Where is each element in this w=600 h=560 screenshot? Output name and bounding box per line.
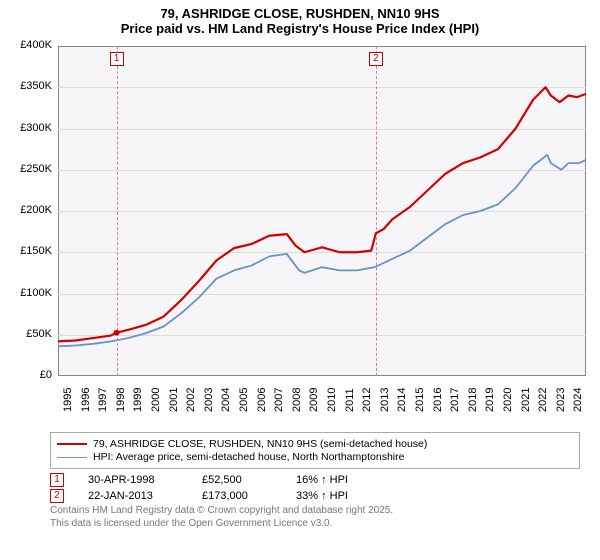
x-tick-label: 2003 (203, 388, 215, 412)
legend: 79, ASHRIDGE CLOSE, RUSHDEN, NN10 9HS (s… (50, 432, 580, 469)
legend-label: HPI: Average price, semi-detached house,… (93, 451, 404, 463)
x-tick-label: 1995 (62, 388, 74, 412)
x-tick-label: 2010 (326, 388, 338, 412)
chart-area: £0£50K£100K£150K£200K£250K£300K£350K£400… (10, 38, 590, 428)
sale-price: £52,500 (202, 474, 272, 486)
x-tick-label: 1997 (97, 388, 109, 412)
sale-marker: 2 (50, 489, 64, 503)
sales-table: 1 30-APR-1998 £52,500 16% ↑ HPI 2 22-JAN… (50, 473, 580, 503)
x-tick-label: 2021 (520, 388, 532, 412)
x-tick-label: 1999 (132, 388, 144, 412)
sale-marker: 1 (50, 473, 64, 487)
legend-label: 79, ASHRIDGE CLOSE, RUSHDEN, NN10 9HS (s… (93, 438, 427, 450)
x-tick-label: 1998 (115, 388, 127, 412)
x-tick-label: 2015 (414, 388, 426, 412)
x-tick-label: 2023 (555, 388, 567, 412)
x-tick-label: 2020 (502, 388, 514, 412)
title-subtitle: Price paid vs. HM Land Registry's House … (10, 21, 590, 36)
sale-price: £173,000 (202, 490, 272, 502)
x-tick-label: 2012 (361, 388, 373, 412)
x-tick-label: 2002 (185, 388, 197, 412)
chart-container: 79, ASHRIDGE CLOSE, RUSHDEN, NN10 9HS Pr… (0, 0, 600, 560)
x-tick-label: 2000 (150, 388, 162, 412)
x-tick-label: 2009 (308, 388, 320, 412)
sale-delta: 16% ↑ HPI (296, 474, 348, 486)
title-block: 79, ASHRIDGE CLOSE, RUSHDEN, NN10 9HS Pr… (0, 0, 600, 38)
sale-date: 22-JAN-2013 (88, 490, 178, 502)
x-tick-label: 2004 (220, 388, 232, 412)
x-tick-label: 2017 (449, 388, 461, 412)
x-tick-label: 2008 (291, 388, 303, 412)
x-tick-label: 2006 (256, 388, 268, 412)
sales-row: 2 22-JAN-2013 £173,000 33% ↑ HPI (50, 489, 580, 503)
legend-swatch (57, 457, 87, 458)
sales-row: 1 30-APR-1998 £52,500 16% ↑ HPI (50, 473, 580, 487)
x-tick-label: 2005 (238, 388, 250, 412)
sale-date: 30-APR-1998 (88, 474, 178, 486)
x-tick-label: 2022 (537, 388, 549, 412)
x-tick-label: 2013 (379, 388, 391, 412)
x-tick-label: 2016 (432, 388, 444, 412)
x-tick-label: 2011 (344, 388, 356, 412)
x-tick-label: 1996 (80, 388, 92, 412)
x-tick-label: 2007 (273, 388, 285, 412)
x-tick-label: 2019 (484, 388, 496, 412)
sale-delta: 33% ↑ HPI (296, 490, 348, 502)
x-tick-label: 2001 (168, 388, 180, 412)
x-tick-label: 2018 (467, 388, 479, 412)
footer-line: Contains HM Land Registry data © Crown c… (50, 505, 580, 518)
x-tick-label: 2014 (396, 388, 408, 412)
series-hpi (58, 155, 586, 346)
footer: Contains HM Land Registry data © Crown c… (50, 505, 580, 530)
x-tick-label: 2024 (572, 388, 584, 412)
title-address: 79, ASHRIDGE CLOSE, RUSHDEN, NN10 9HS (10, 6, 590, 21)
legend-swatch (57, 443, 87, 445)
legend-row: 79, ASHRIDGE CLOSE, RUSHDEN, NN10 9HS (s… (57, 438, 573, 450)
series-price_paid (58, 87, 586, 341)
legend-row: HPI: Average price, semi-detached house,… (57, 451, 573, 463)
footer-line: This data is licensed under the Open Gov… (50, 518, 580, 531)
